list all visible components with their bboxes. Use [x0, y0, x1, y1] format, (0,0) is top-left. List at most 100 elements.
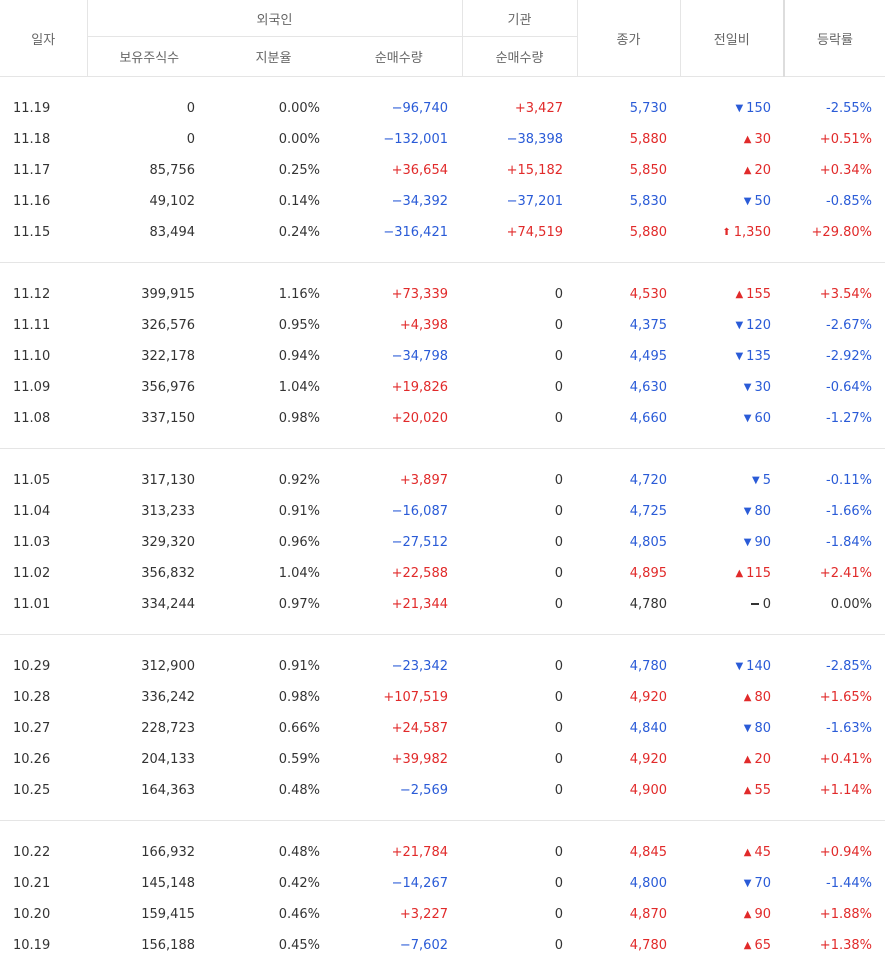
row-holdings: 334,244	[87, 589, 211, 620]
row-holdings: 83,494	[87, 217, 211, 248]
table-header: 일자 외국인 기관 종가 전일비 등락률 보유주식수 지분율 순매수량 순매수량	[0, 0, 885, 77]
row-foreign-net: +36,654	[336, 155, 462, 186]
row-rate: -2.55%	[784, 93, 885, 124]
triangle-down-icon: ▼	[744, 506, 752, 517]
row-foreign-net: +73,339	[336, 279, 462, 310]
triangle-up-icon: ▲	[744, 847, 752, 858]
row-foreign-net: +21,784	[336, 837, 462, 868]
row-ratio: 1.04%	[211, 372, 336, 403]
row-ratio: 0.66%	[211, 713, 336, 744]
row-close: 5,880	[577, 217, 680, 248]
row-holdings: 49,102	[87, 186, 211, 217]
row-close: 4,720	[577, 465, 680, 496]
header-rate: 등락률	[784, 0, 885, 77]
row-change: ▲155	[680, 279, 784, 310]
row-rate: +3.54%	[784, 279, 885, 310]
row-change-value: 20	[754, 752, 771, 767]
row-change: ▲115	[680, 558, 784, 589]
row-holdings: 399,915	[87, 279, 211, 310]
row-close: 4,900	[577, 775, 680, 806]
row-date: 10.27	[0, 713, 87, 744]
row-foreign-net: −27,512	[336, 527, 462, 558]
triangle-down-icon: ▼	[744, 723, 752, 734]
row-holdings: 336,242	[87, 682, 211, 713]
row-holdings: 337,150	[87, 403, 211, 434]
row-ratio: 0.92%	[211, 465, 336, 496]
row-holdings: 164,363	[87, 775, 211, 806]
row-close: 4,870	[577, 899, 680, 930]
group-divider	[0, 248, 885, 263]
header-change: 전일비	[680, 0, 784, 77]
row-change-value: 90	[754, 907, 771, 922]
triangle-down-icon: ▼	[735, 351, 743, 362]
row-ratio: 0.97%	[211, 589, 336, 620]
group-spacer	[0, 821, 885, 838]
row-change-value: 80	[754, 690, 771, 705]
triangle-down-icon: ▼	[744, 537, 752, 548]
row-change-value: 150	[746, 101, 771, 116]
row-change-value: 55	[754, 783, 771, 798]
row-foreign-net: −316,421	[336, 217, 462, 248]
row-holdings: 166,932	[87, 837, 211, 868]
row-ratio: 0.48%	[211, 837, 336, 868]
triangle-up-icon: ▲	[735, 289, 743, 300]
triangle-up-icon: ▲	[744, 940, 752, 951]
row-close: 4,840	[577, 713, 680, 744]
row-change: ▼60	[680, 403, 784, 434]
triangle-down-icon: ▼	[744, 878, 752, 889]
row-rate: +1.65%	[784, 682, 885, 713]
row-foreign-net: −132,001	[336, 124, 462, 155]
row-rate: -0.11%	[784, 465, 885, 496]
header-institution-net: 순매수량	[462, 37, 577, 77]
row-date: 11.03	[0, 527, 87, 558]
row-institution-net: 0	[462, 837, 577, 868]
row-institution-net: 0	[462, 899, 577, 930]
row-holdings: 85,756	[87, 155, 211, 186]
row-date: 11.09	[0, 372, 87, 403]
row-change-value: 1,350	[734, 225, 771, 240]
row-ratio: 0.42%	[211, 868, 336, 899]
row-change: ▲90	[680, 899, 784, 930]
row-foreign-net: +20,020	[336, 403, 462, 434]
row-holdings: 329,320	[87, 527, 211, 558]
row-institution-net: 0	[462, 589, 577, 620]
row-ratio: 0.91%	[211, 651, 336, 682]
row-institution-net: +15,182	[462, 155, 577, 186]
row-institution-net: 0	[462, 713, 577, 744]
row-foreign-net: −34,392	[336, 186, 462, 217]
row-close: 4,845	[577, 837, 680, 868]
row-rate: -1.63%	[784, 713, 885, 744]
row-institution-net: 0	[462, 682, 577, 713]
row-change: ▲20	[680, 155, 784, 186]
row-close: 4,920	[577, 744, 680, 775]
row-ratio: 0.94%	[211, 341, 336, 372]
row-date: 11.01	[0, 589, 87, 620]
row-change-value: 45	[754, 845, 771, 860]
row-foreign-net: +3,227	[336, 899, 462, 930]
group-divider	[0, 806, 885, 821]
row-change: ▼50	[680, 186, 784, 217]
row-foreign-net: −14,267	[336, 868, 462, 899]
row-ratio: 0.00%	[211, 124, 336, 155]
row-foreign-net: −96,740	[336, 93, 462, 124]
row-change: 0	[680, 589, 784, 620]
row-institution-net: −38,398	[462, 124, 577, 155]
row-foreign-net: +4,398	[336, 310, 462, 341]
triangle-down-icon: ▼	[744, 382, 752, 393]
row-foreign-net: +3,897	[336, 465, 462, 496]
triangle-down-icon: ▼	[752, 475, 760, 486]
row-holdings: 313,233	[87, 496, 211, 527]
row-change: ▼70	[680, 868, 784, 899]
group-spacer	[0, 449, 885, 466]
